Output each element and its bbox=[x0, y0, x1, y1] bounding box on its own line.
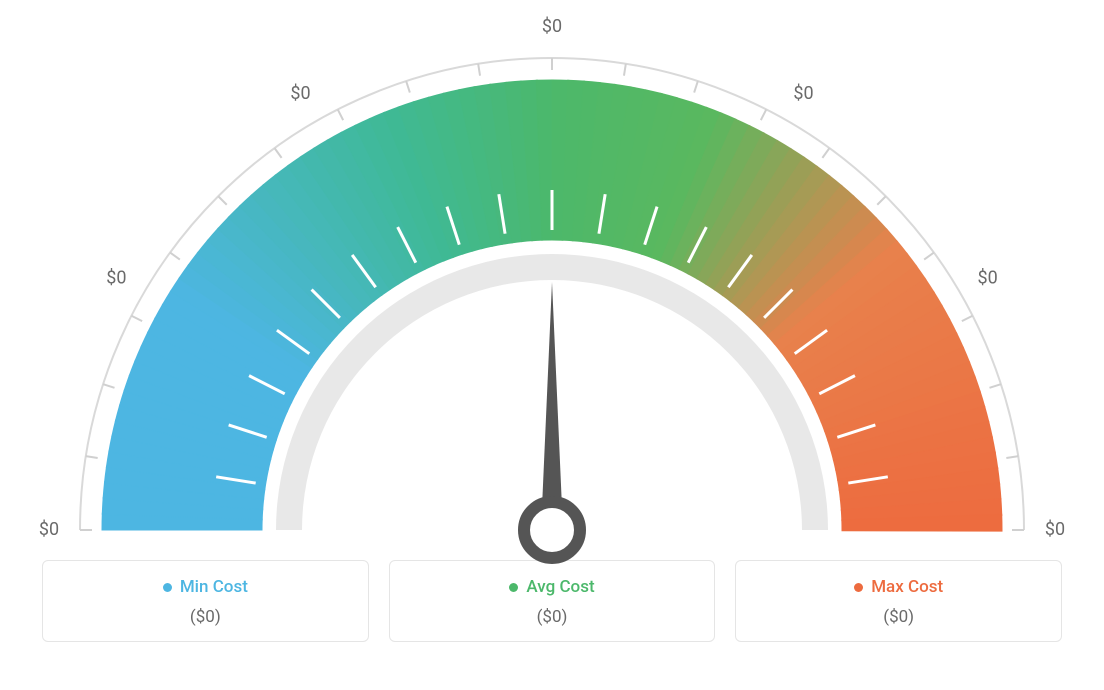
gauge-tick-label: $0 bbox=[793, 83, 813, 104]
gauge-tick-label: $0 bbox=[1045, 519, 1065, 540]
gauge-tick-label: $0 bbox=[977, 267, 997, 288]
gauge-scale-tick bbox=[761, 109, 766, 120]
gauge-scale-tick bbox=[406, 81, 410, 92]
legend-label: Min Cost bbox=[180, 577, 248, 597]
gauge-scale-tick bbox=[218, 196, 226, 204]
legend-title: Max Cost bbox=[744, 577, 1053, 597]
gauge-scale-tick bbox=[989, 384, 1000, 388]
legend-dot-icon bbox=[163, 583, 172, 592]
legend-title: Min Cost bbox=[51, 577, 360, 597]
gauge-scale-tick bbox=[170, 253, 180, 260]
gauge-scale-tick bbox=[624, 64, 626, 76]
gauge-tick-label: $0 bbox=[106, 267, 126, 288]
legend-row: Min Cost ($0) Avg Cost ($0) Max Cost ($0) bbox=[42, 560, 1062, 642]
legend-card: Avg Cost ($0) bbox=[389, 560, 716, 642]
gauge-scale-tick bbox=[131, 316, 142, 321]
gauge-tick-label: $0 bbox=[39, 519, 59, 540]
gauge-tick-label: $0 bbox=[542, 16, 562, 37]
gauge-chart: $0 $0 $0 $0 $0 $0 $0 bbox=[0, 10, 1104, 570]
legend-value: ($0) bbox=[398, 607, 707, 627]
gauge-container: $0 $0 $0 $0 $0 $0 $0 bbox=[0, 10, 1104, 570]
gauge-needle-hub bbox=[524, 502, 580, 558]
gauge-scale-tick bbox=[822, 148, 829, 158]
gauge-scale-tick bbox=[275, 148, 282, 158]
gauge-scale-tick bbox=[962, 316, 973, 321]
legend-card: Min Cost ($0) bbox=[42, 560, 369, 642]
legend-dot-icon bbox=[854, 583, 863, 592]
gauge-scale-tick bbox=[924, 253, 934, 260]
legend-value: ($0) bbox=[744, 607, 1053, 627]
gauge-scale-tick bbox=[877, 196, 885, 204]
legend-label: Max Cost bbox=[871, 577, 943, 597]
legend-dot-icon bbox=[509, 583, 518, 592]
gauge-scale-tick bbox=[694, 81, 698, 92]
legend-value: ($0) bbox=[51, 607, 360, 627]
gauge-scale-tick bbox=[86, 456, 98, 458]
legend-title: Avg Cost bbox=[398, 577, 707, 597]
gauge-scale-tick bbox=[338, 109, 343, 120]
legend-card: Max Cost ($0) bbox=[735, 560, 1062, 642]
gauge-scale-tick bbox=[478, 64, 480, 76]
gauge-scale-tick bbox=[103, 384, 114, 388]
legend-label: Avg Cost bbox=[526, 577, 594, 597]
gauge-needle bbox=[541, 282, 563, 530]
gauge-scale-tick bbox=[1006, 456, 1018, 458]
gauge-tick-label: $0 bbox=[290, 83, 310, 104]
